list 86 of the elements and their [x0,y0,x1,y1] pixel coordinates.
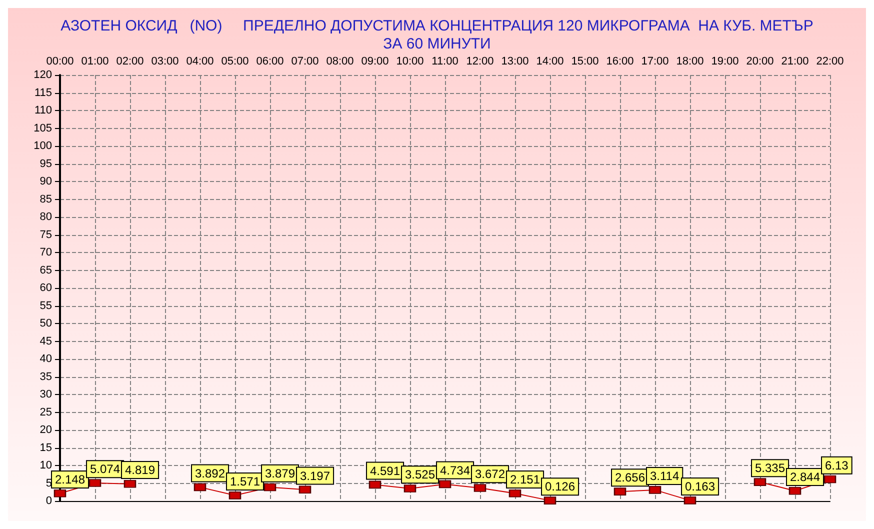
x-tick-label: 16:00 [606,56,634,68]
y-tick-label: 35 [40,370,52,383]
y-tick-label: 30 [40,388,52,400]
point [369,480,381,489]
y-tick-label: 110 [34,104,52,116]
x-tick-label: 15:00 [571,56,599,68]
data-label: 6.13 [825,458,849,472]
y-tick-label: 115 [34,86,52,99]
point [404,484,416,492]
y-tick-label: 55 [40,300,52,312]
y-tick-label: 120 [34,69,52,81]
x-tick-label: 12:00 [466,56,494,68]
point [824,475,836,484]
point [229,491,241,500]
point [124,480,136,488]
data-label: 4.819 [125,462,156,477]
y-tick-label: 105 [34,122,52,134]
point [544,496,556,505]
data-label: 0.163 [685,480,716,494]
point [789,486,801,495]
x-tick-label: 02:00 [116,56,144,68]
y-tick-label: 25 [40,406,52,418]
data-label: 4.734 [440,463,470,478]
data-label: 3.672 [475,467,506,482]
point [299,486,311,494]
x-tick-label: 11:00 [432,56,458,68]
data-label: 2.844 [790,470,820,484]
y-tick-label: 95 [40,158,52,170]
y-tick-label: 75 [40,228,52,241]
y-tick-label: 85 [40,193,52,206]
y-tick-label: 15 [40,442,52,454]
point [754,478,766,486]
data-label: 3.525 [405,468,436,482]
point [54,489,66,498]
x-tick-label: 06:00 [256,56,284,68]
data-label: 0.126 [545,480,576,494]
x-tick-label: 00:00 [46,56,74,68]
y-tick-label: 90 [40,176,52,188]
data-label: 5.335 [755,461,786,476]
point [684,496,696,504]
point [194,483,206,492]
data-label: 3.879 [265,466,296,480]
y-tick-label: 100 [34,140,52,152]
point [474,484,486,492]
x-tick-label: 04:00 [186,56,214,68]
y-tick-label: 40 [40,353,52,365]
x-tick-label: 14:00 [536,56,564,68]
x-tick-label: 20:00 [746,56,774,68]
chart-title: АЗОТЕН ОКСИД (NO) ПРЕДЕЛНО ДОПУСТИМА КОНЦЕНТРАЦИЯ 120 МИКРОГРАМА НА КУБ. МЕТЪР ЗА 60 МИНУТИ [60,18,814,52]
x-tick-label: 03:00 [151,56,179,68]
x-tick-label: 05:00 [221,56,249,68]
y-tick-label: 20 [40,424,52,436]
point [614,488,626,496]
data-label: 5.074 [90,462,120,476]
point [264,483,276,492]
point [649,486,661,494]
y-tick-label: 50 [40,318,52,330]
point [509,489,521,498]
point [89,478,101,487]
x-tick-label: 13:00 [501,56,529,68]
y-tick-label: 80 [40,211,52,223]
x-tick-label: 19:00 [711,56,739,68]
y-tick-label: 70 [40,246,52,258]
x-tick-label: 01:00 [81,56,109,68]
data-label: 1.571 [230,474,260,489]
data-label: 3.114 [650,469,680,484]
data-label: 4.591 [370,464,400,478]
point [439,480,451,488]
data-label: 3.892 [195,466,226,480]
x-tick-label: 09:00 [361,56,389,68]
data-label: 2.148 [55,472,86,486]
y-tick-label: 10 [40,460,52,472]
x-tick-label: 17:00 [641,56,669,68]
data-label: 3.197 [300,468,330,483]
data-label: 2.151 [510,472,540,486]
y-tick-label: 60 [40,282,52,294]
data-label: 2.656 [615,470,646,485]
x-tick-label: 22:00 [816,56,844,68]
x-tick-label: 08:00 [326,56,354,68]
x-tick-label: 10:00 [396,56,424,68]
y-tick-label: 65 [40,264,52,276]
x-tick-label: 18:00 [676,56,704,68]
y-tick-label: 0 [46,495,52,507]
x-tick-label: 07:00 [291,56,319,68]
y-tick-label: 45 [40,335,52,348]
x-tick-label: 21:00 [781,56,809,68]
